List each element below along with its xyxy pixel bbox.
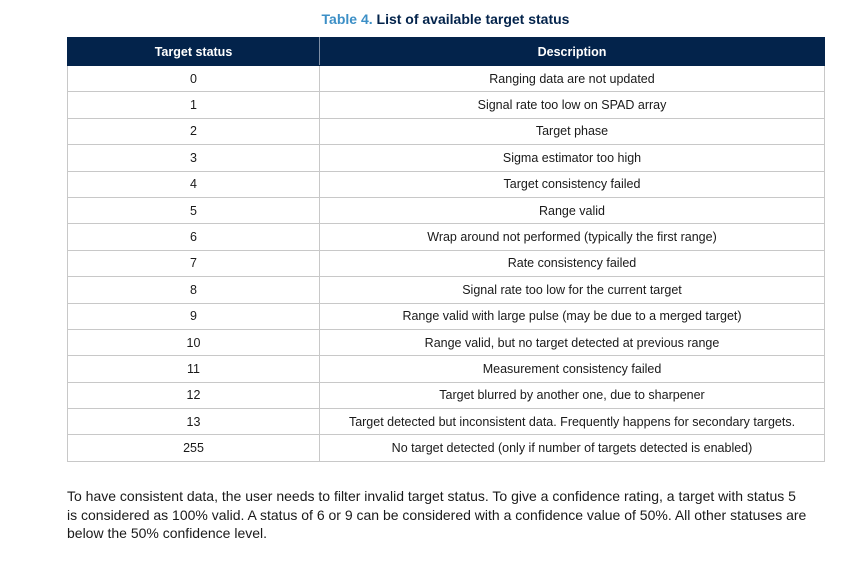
- description-cell: Signal rate too low on SPAD array: [319, 91, 825, 119]
- description-cell: Rate consistency failed: [319, 249, 825, 278]
- description-cell: Target blurred by another one, due to sh…: [319, 381, 825, 410]
- target-status-cell: 6: [67, 223, 320, 251]
- target-status-cell: 9: [67, 302, 320, 330]
- target-status-cell: 0: [67, 64, 320, 93]
- target-status-cell: 255: [67, 434, 320, 462]
- table-row: 13 Target detected but inconsistent data.…: [67, 408, 825, 436]
- table-row: 255 No target detected (only if number of…: [67, 434, 825, 462]
- description-cell: Wrap around not performed (typically the…: [319, 223, 825, 251]
- table-row: 10 Range valid, but no target detected at…: [67, 328, 825, 357]
- target-status-cell: 3: [67, 144, 320, 172]
- header-target-status: Target status: [67, 37, 320, 66]
- target-status-cell: 12: [67, 381, 320, 410]
- body-paragraph: To have consistent data, the user needs …: [67, 488, 807, 541]
- description-cell: Target phase: [319, 117, 825, 146]
- header-description: Description: [319, 37, 825, 66]
- table-row: 2 Target phase: [67, 117, 825, 146]
- target-status-cell: 2: [67, 117, 320, 146]
- description-cell: Sigma estimator too high: [319, 144, 825, 172]
- description-cell: Signal rate too low for the current targ…: [319, 276, 825, 304]
- table-row: 8 Signal rate too low for the current tar…: [67, 276, 825, 304]
- table-row: 6 Wrap around not performed (typically th…: [67, 223, 825, 251]
- table-row: 11 Measurement consistency failed: [67, 355, 825, 383]
- description-cell: Range valid, but no target detected at p…: [319, 328, 825, 357]
- target-status-table: Target status Description 0 Ranging data …: [67, 37, 825, 462]
- target-status-cell: 1: [67, 91, 320, 119]
- table-row: 4 Target consistency failed: [67, 170, 825, 198]
- target-status-cell: 13: [67, 408, 320, 436]
- table-row: 3 Sigma estimator too high: [67, 144, 825, 172]
- target-status-cell: 8: [67, 276, 320, 304]
- table-row: 12 Target blurred by another one, due to …: [67, 381, 825, 410]
- table-caption-number: Table 4.: [321, 11, 373, 27]
- description-cell: Target consistency failed: [319, 170, 825, 198]
- table-caption: Table 4. List of available target status: [0, 10, 841, 28]
- table-row: 7 Rate consistency failed: [67, 249, 825, 278]
- description-cell: Target detected but inconsistent data. F…: [319, 408, 825, 436]
- target-status-cell: 5: [67, 196, 320, 225]
- description-cell: Range valid: [319, 196, 825, 225]
- description-cell: Ranging data are not updated: [319, 64, 825, 93]
- table-row: 5 Range valid: [67, 196, 825, 225]
- description-cell: No target detected (only if number of ta…: [319, 434, 825, 462]
- target-status-cell: 10: [67, 328, 320, 357]
- description-cell: Measurement consistency failed: [319, 355, 825, 383]
- target-status-cell: 7: [67, 249, 320, 278]
- target-status-cell: 4: [67, 170, 320, 198]
- table-header-row: Target status Description: [67, 37, 825, 66]
- table-caption-title: List of available target status: [376, 11, 570, 27]
- table-row: 0 Ranging data are not updated: [67, 64, 825, 93]
- table-row: 1 Signal rate too low on SPAD array: [67, 91, 825, 119]
- description-cell: Range valid with large pulse (may be due…: [319, 302, 825, 330]
- table-row: 9 Range valid with large pulse (may be du…: [67, 302, 825, 330]
- table-body: 0 Ranging data are not updated 1 Signal rat…: [67, 64, 825, 462]
- target-status-cell: 11: [67, 355, 320, 383]
